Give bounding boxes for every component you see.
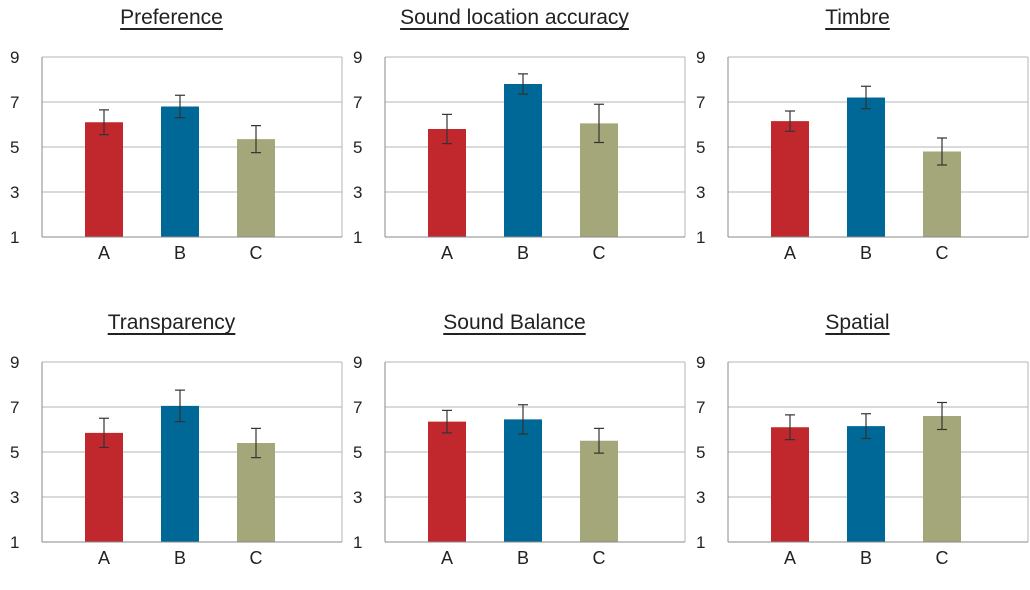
- bar-b: [847, 426, 885, 542]
- y-tick-label: 1: [353, 533, 362, 552]
- y-tick-label: 1: [696, 533, 705, 552]
- chart-plot: 1 3 5 7 9 A B C: [10, 353, 343, 568]
- bar-a: [428, 421, 466, 542]
- y-tick-label: 3: [353, 183, 362, 202]
- chart-title: Sound location accuracy: [400, 6, 629, 29]
- bar-c: [923, 416, 961, 542]
- y-tick-label: 7: [353, 93, 362, 112]
- y-tick-label: 5: [353, 443, 362, 462]
- chart-plot: 1 3 5 7 9 A B C: [696, 48, 1029, 263]
- y-tick-label: 3: [696, 488, 705, 507]
- chart-plot: 1 3 5 7 9 A B C: [696, 353, 1029, 568]
- chart-panel-sound-balance: Sound Balance 1 3 5 7 9 A B C: [343, 305, 686, 590]
- y-tick-label: 7: [353, 398, 362, 417]
- x-tick-label: C: [936, 548, 949, 568]
- bar-a: [428, 129, 466, 237]
- chart-plot: 1 3 5 7 9 A B C: [353, 48, 686, 263]
- bar-b: [847, 97, 885, 237]
- chart-panel-sound-location-accuracy: Sound location accuracy 1 3 5 7 9 A B C: [343, 0, 686, 285]
- y-tick-label: 7: [10, 93, 19, 112]
- y-tick-label: 3: [696, 183, 705, 202]
- y-tick-label: 5: [353, 138, 362, 157]
- bar-b: [504, 419, 542, 542]
- chart-title: Spatial: [825, 311, 890, 334]
- bar-c: [237, 443, 275, 542]
- x-tick-label: A: [441, 548, 453, 568]
- x-tick-label: B: [860, 548, 872, 568]
- x-tick-label: C: [593, 243, 606, 263]
- chart-title: Preference: [120, 6, 223, 29]
- x-tick-label: A: [441, 243, 453, 263]
- y-tick-label: 1: [10, 533, 19, 552]
- chart-title: Transparency: [107, 311, 236, 334]
- y-tick-label: 9: [696, 48, 705, 67]
- bar-c: [923, 151, 961, 237]
- x-tick-label: B: [517, 243, 529, 263]
- y-tick-label: 7: [696, 398, 705, 417]
- x-tick-label: C: [250, 243, 263, 263]
- x-tick-label: B: [860, 243, 872, 263]
- chart-panel-preference: Preference 1 3 5 7 9 A B C: [0, 0, 343, 285]
- y-tick-label: 9: [353, 353, 362, 372]
- y-tick-label: 7: [696, 93, 705, 112]
- bar-a: [771, 121, 809, 237]
- chart-plot: 1 3 5 7 9 A B C: [353, 353, 686, 568]
- bar-c: [237, 139, 275, 237]
- x-tick-label: A: [784, 548, 796, 568]
- chart-panel-transparency: Transparency 1 3 5 7 9 A B C: [0, 305, 343, 590]
- y-tick-label: 9: [10, 48, 19, 67]
- x-tick-label: C: [250, 548, 263, 568]
- y-tick-label: 1: [353, 228, 362, 247]
- chart-panel-timbre: Timbre 1 3 5 7 9 A B C: [686, 0, 1029, 285]
- bar-b: [161, 405, 199, 542]
- y-tick-label: 9: [696, 353, 705, 372]
- chart-grid: Preference 1 3 5 7 9 A B C Sound location accur…: [0, 0, 1029, 568]
- x-tick-label: C: [936, 243, 949, 263]
- y-tick-label: 3: [10, 488, 19, 507]
- bar-a: [771, 427, 809, 542]
- x-tick-label: B: [517, 548, 529, 568]
- y-tick-label: 7: [10, 398, 19, 417]
- x-tick-label: A: [98, 243, 110, 263]
- y-tick-label: 5: [696, 138, 705, 157]
- x-tick-label: B: [174, 548, 186, 568]
- bar-c: [580, 440, 618, 542]
- chart-panel-spatial: Spatial 1 3 5 7 9 A B C: [686, 305, 1029, 590]
- bar-a: [85, 122, 123, 237]
- x-tick-label: A: [784, 243, 796, 263]
- y-tick-label: 9: [10, 353, 19, 372]
- x-tick-label: C: [593, 548, 606, 568]
- y-tick-label: 1: [10, 228, 19, 247]
- bar-a: [85, 432, 123, 542]
- chart-title: Sound Balance: [443, 311, 586, 334]
- y-tick-label: 5: [10, 138, 19, 157]
- y-tick-label: 3: [10, 183, 19, 202]
- bar-b: [504, 84, 542, 237]
- chart-title: Timbre: [825, 6, 890, 29]
- x-tick-label: B: [174, 243, 186, 263]
- y-tick-label: 5: [696, 443, 705, 462]
- x-tick-label: A: [98, 548, 110, 568]
- y-tick-label: 9: [353, 48, 362, 67]
- y-tick-label: 3: [353, 488, 362, 507]
- y-tick-label: 5: [10, 443, 19, 462]
- y-tick-label: 1: [696, 228, 705, 247]
- chart-plot: 1 3 5 7 9 A B C: [10, 48, 343, 263]
- bar-b: [161, 106, 199, 237]
